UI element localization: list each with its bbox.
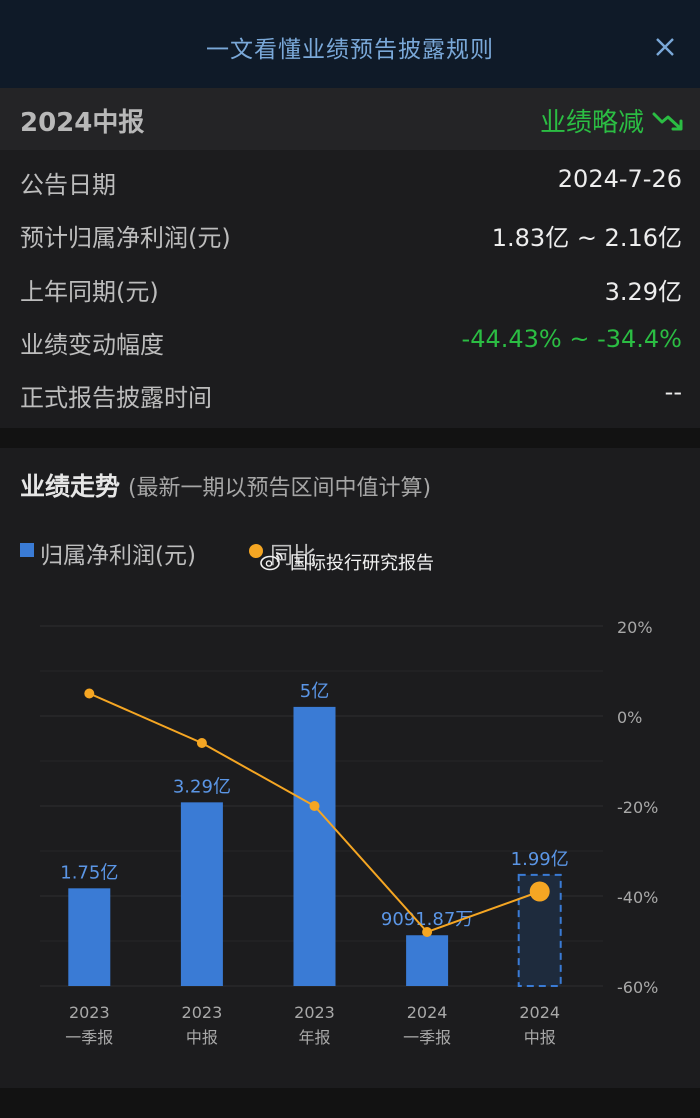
bar-value-label: 1.75亿 [60, 862, 118, 883]
bar-value-label: 5亿 [300, 681, 329, 702]
bar [68, 888, 111, 986]
trend-down-icon [652, 112, 683, 131]
yoy-point [529, 881, 550, 902]
yoy-point [196, 738, 207, 748]
x-tick-label: 中报 [524, 1028, 556, 1047]
change-range-label: 业绩变动幅度 [20, 331, 164, 359]
x-tick-label: 2023 [69, 1003, 110, 1022]
divider [0, 428, 700, 448]
last-year-label: 上年同期(元) [20, 278, 159, 306]
yoy-point [422, 927, 433, 937]
announce-date-value: 2024-7-26 [557, 165, 682, 193]
x-tick-label: 2023 [294, 1003, 335, 1022]
trend-title: 业绩走势 [20, 472, 121, 501]
trend-chart: 20% 0% -20% -40% -60% 1.75亿 2023 一季报 3.29亿 2023 中报… [40, 618, 658, 1047]
trend-section-title: 业绩走势 (最新一期以预告区间中值计算) [20, 467, 431, 503]
x-tick-label: 2024 [407, 1003, 448, 1022]
yoy-point [84, 688, 95, 699]
x-tick-label: 2024 [519, 1003, 560, 1022]
change-range-value: -44.43% ~ -34.4% [461, 325, 682, 353]
weibo-icon [260, 552, 283, 571]
x-tick-label: 一季报 [65, 1028, 113, 1047]
trend-subtitle: (最新一期以预告区间中值计算) [127, 476, 432, 501]
dialog-header: 一文看懂业绩预告披露规则 [0, 0, 700, 88]
x-tick-label: 2023 [182, 1003, 223, 1022]
bar-value-label: 9091.87万 [381, 909, 473, 930]
report-header-row [0, 88, 700, 150]
close-icon[interactable] [654, 36, 676, 58]
net-profit-value: 1.83亿 ~ 2.16亿 [491, 224, 682, 252]
formal-report-value: -- [664, 378, 682, 406]
x-tick-label: 年报 [298, 1028, 330, 1047]
formal-report-label: 正式报告披露时间 [20, 384, 212, 412]
legend-bar-swatch [20, 543, 34, 557]
x-tick-label: 一季报 [403, 1028, 451, 1047]
announce-date-label: 公告日期 [20, 171, 116, 199]
bottom-divider [0, 1088, 700, 1118]
performance-status: 业绩略减 [539, 108, 644, 138]
y-tick-label: 0% [617, 708, 642, 727]
y-tick-label: -60% [617, 978, 658, 997]
watermark: 国际投行研究报告 [290, 553, 434, 574]
trend-card [0, 448, 700, 1088]
legend-line-dot [249, 544, 263, 558]
x-tick-label: 中报 [186, 1028, 218, 1047]
bar [293, 706, 336, 986]
bar-value-label: 1.99亿 [511, 849, 569, 870]
net-profit-label: 预计归属净利润(元) [20, 224, 231, 252]
y-tick-label: -40% [617, 888, 658, 907]
dialog-title: 一文看懂业绩预告披露规则 [206, 37, 494, 63]
report-title: 2024中报 [20, 108, 145, 138]
bar [180, 802, 223, 986]
legend-bar-label[interactable]: 归属净利润(元) [40, 543, 196, 569]
y-tick-label: 20% [617, 618, 653, 637]
yoy-point [309, 801, 320, 811]
bar-value-label: 3.29亿 [173, 776, 231, 797]
bar [406, 935, 449, 986]
y-tick-label: -20% [617, 798, 658, 817]
last-year-value: 3.29亿 [604, 278, 682, 306]
